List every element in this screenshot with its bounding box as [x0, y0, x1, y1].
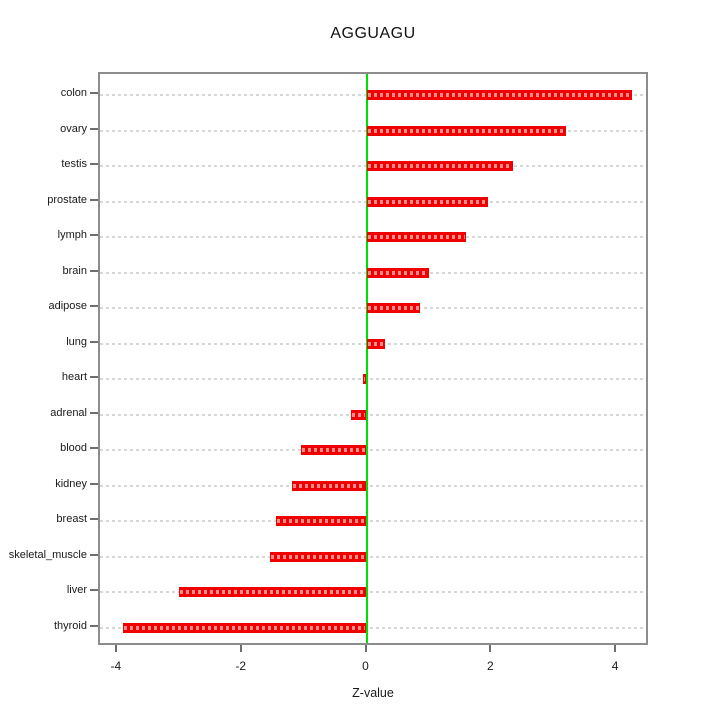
bar-dash-overlay: [367, 270, 428, 275]
bar-dash-overlay: [124, 625, 366, 630]
category-label: thyroid: [53, 619, 87, 632]
gridline: [100, 520, 646, 523]
bar: [366, 90, 632, 100]
x-axis-tick-label: 4: [611, 659, 619, 673]
bar-dash-overlay: [292, 483, 366, 488]
bar: [291, 480, 367, 491]
bar-dash-overlay: [277, 519, 366, 524]
y-axis-tick: [90, 447, 98, 450]
y-axis-tick: [90, 624, 98, 627]
y-axis-tick: [90, 305, 98, 308]
bar: [366, 303, 420, 314]
bar: [366, 232, 467, 243]
category-label: kidney: [55, 477, 87, 490]
y-axis-tick: [90, 518, 98, 521]
category-label: lymph: [57, 229, 87, 242]
x-axis-tick-label: 2: [486, 659, 494, 673]
y-axis-tick: [90, 92, 98, 94]
bar: [123, 622, 367, 633]
chart-title: AGGUAGU: [330, 25, 416, 42]
gridline: [100, 555, 646, 558]
y-axis-tick: [90, 127, 98, 130]
category-label: ovary: [60, 122, 87, 135]
bar-dash-overlay: [180, 590, 366, 595]
category-label: heart: [61, 371, 87, 384]
bar-dash-overlay: [367, 164, 513, 169]
bar-dash-overlay: [367, 199, 488, 204]
x-axis-tick: [239, 645, 242, 652]
bar-dash-overlay: [301, 448, 366, 453]
category-label: brain: [62, 264, 87, 277]
x-axis-tick-label: -2: [235, 659, 247, 673]
category-label: adipose: [48, 300, 87, 313]
y-axis-tick: [90, 340, 98, 343]
bar: [366, 161, 514, 172]
gridline: [100, 449, 646, 452]
category-label: breast: [56, 513, 87, 526]
category-label: prostate: [47, 193, 87, 206]
category-label: lung: [66, 335, 87, 348]
gridline: [100, 591, 646, 594]
y-axis-tick: [90, 198, 98, 201]
x-axis-tick-label: 0: [362, 659, 369, 673]
category-label: liver: [66, 584, 87, 597]
bar: [366, 196, 489, 207]
plot-area: [98, 72, 648, 645]
bar: [276, 516, 367, 527]
bar: [179, 587, 367, 598]
zero-reference-line: [365, 74, 368, 643]
category-label: blood: [60, 442, 87, 455]
gridline: [100, 413, 646, 416]
x-axis-tick: [114, 645, 117, 652]
x-axis-tick: [614, 645, 617, 652]
bar-dash-overlay: [367, 306, 419, 311]
bar-dash-overlay: [367, 93, 631, 97]
bar-dash-overlay: [367, 128, 566, 133]
bar-dash-overlay: [364, 377, 366, 382]
y-axis-tick: [90, 589, 98, 592]
gridline: [100, 626, 646, 629]
gridline: [100, 378, 646, 381]
y-axis-tick: [90, 163, 98, 166]
y-axis-tick: [90, 482, 98, 485]
category-label: skeletal_muscle: [8, 548, 87, 561]
x-axis-tick-label: -4: [110, 659, 122, 673]
category-label: adrenal: [50, 406, 87, 419]
bar: [300, 445, 367, 456]
bar-dash-overlay: [270, 554, 366, 559]
bar-dash-overlay: [351, 412, 366, 417]
bar-dash-overlay: [367, 341, 385, 346]
bar: [363, 374, 367, 385]
x-axis-tick: [364, 645, 367, 652]
y-axis-tick: [90, 553, 98, 556]
bar: [350, 409, 367, 420]
y-axis-tick: [90, 411, 98, 414]
category-label: colon: [60, 87, 87, 99]
bar: [269, 551, 367, 562]
y-axis-tick: [90, 376, 98, 379]
bar-dash-overlay: [367, 235, 466, 240]
y-axis-tick: [90, 234, 98, 237]
bar: [366, 338, 386, 349]
bar: [366, 125, 567, 136]
y-axis-tick: [90, 269, 98, 272]
category-label: testis: [61, 158, 87, 171]
gridline: [100, 484, 646, 487]
bar: [366, 267, 429, 278]
x-axis-title: Z-value: [352, 686, 394, 700]
x-axis-tick: [489, 645, 492, 652]
